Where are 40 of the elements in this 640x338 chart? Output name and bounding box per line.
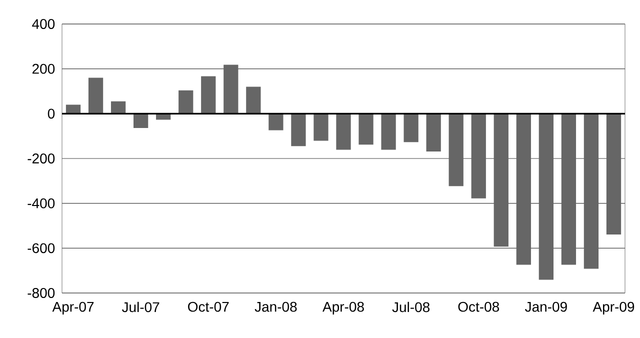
x-tick-label: Oct-08	[458, 302, 500, 312]
bar	[538, 114, 554, 280]
bar	[448, 114, 464, 186]
bar	[291, 114, 306, 146]
bar	[358, 114, 374, 145]
bar	[246, 86, 261, 114]
x-tick-label: Apr-09	[592, 302, 634, 315]
bar	[336, 114, 351, 150]
x-tick-label: Jul-08	[392, 302, 430, 312]
x-tick-label: Jan-09	[525, 302, 567, 312]
bar	[314, 114, 328, 141]
bar	[178, 90, 194, 114]
bar	[606, 114, 622, 234]
y-tick-label: -200	[28, 154, 55, 164]
x-tick-label: Apr-07	[52, 302, 94, 315]
bar	[471, 114, 486, 198]
bar	[381, 114, 396, 150]
y-tick-label: -600	[28, 243, 55, 254]
x-tick-label: Jan-08	[254, 302, 297, 312]
bar	[516, 114, 531, 265]
bar	[494, 114, 508, 247]
bar	[268, 114, 284, 130]
bar	[224, 64, 238, 114]
bar	[426, 114, 441, 152]
bar	[584, 114, 599, 269]
bar	[88, 78, 104, 114]
y-tick-label: 400	[32, 19, 55, 29]
bar	[66, 104, 81, 114]
bar	[201, 76, 216, 114]
bar	[404, 114, 418, 142]
x-tick-label: Oct-07	[188, 302, 229, 312]
y-tick-label: -400	[28, 198, 55, 208]
bar	[134, 114, 148, 128]
bar	[561, 114, 576, 265]
x-tick-label: Apr-08	[322, 302, 364, 315]
y-tick-label: 0	[48, 108, 55, 119]
y-tick-label: -800	[28, 288, 55, 298]
y-tick-label: 200	[32, 64, 55, 74]
bar	[110, 101, 126, 114]
x-tick-label: Jul-07	[122, 302, 160, 312]
